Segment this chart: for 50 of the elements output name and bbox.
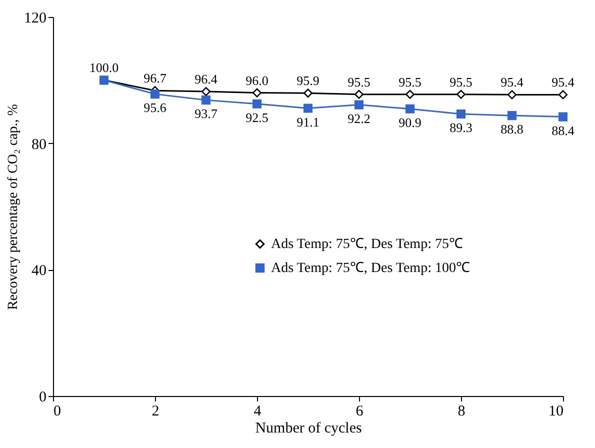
data-label: 93.7 bbox=[194, 106, 218, 122]
point bbox=[201, 96, 211, 105]
data-label: 96.7 bbox=[144, 70, 167, 86]
data-label: 95.9 bbox=[296, 73, 320, 88]
point bbox=[456, 109, 466, 118]
point bbox=[252, 88, 262, 98]
data-label: 89.3 bbox=[450, 120, 472, 135]
point bbox=[558, 90, 568, 100]
point bbox=[303, 88, 313, 98]
y-tick-label: 40 bbox=[32, 263, 46, 280]
x-tick-label: 0 bbox=[54, 404, 61, 420]
data-label: 88.8 bbox=[500, 122, 524, 137]
data-label: 92.5 bbox=[246, 110, 268, 125]
x-axis-title: Number of cycles bbox=[255, 420, 362, 436]
x-tick-label: 10 bbox=[548, 404, 564, 420]
legend-label: Ads Temp: 75℃, Des Temp: 75℃ bbox=[271, 237, 463, 252]
point bbox=[405, 104, 415, 114]
point bbox=[354, 100, 364, 110]
x-tick-label: 6 bbox=[356, 404, 364, 420]
data-label: 91.1 bbox=[296, 114, 320, 130]
point bbox=[456, 90, 466, 99]
x-tick-label: 8 bbox=[458, 404, 466, 420]
x-tick-label: 4 bbox=[254, 404, 262, 420]
y-axis-title: Recovery percentage of CO₂ cap., % bbox=[6, 104, 21, 310]
data-label: 95.4 bbox=[500, 74, 524, 90]
point bbox=[303, 104, 313, 113]
data-label: 96.4 bbox=[194, 72, 218, 87]
x-tick-label: 2 bbox=[152, 404, 160, 420]
point bbox=[150, 90, 160, 99]
y-tick-label: 80 bbox=[32, 136, 46, 153]
data-label: 100.0 bbox=[89, 60, 119, 76]
data-label: 95.5 bbox=[398, 74, 422, 90]
data-label: 92.2 bbox=[348, 110, 370, 126]
point bbox=[201, 87, 211, 96]
point bbox=[405, 90, 415, 99]
data-label: 88.4 bbox=[552, 122, 575, 138]
point bbox=[354, 90, 364, 99]
data-label: 95.6 bbox=[144, 100, 167, 116]
data-label: 95.5 bbox=[450, 74, 472, 90]
point bbox=[507, 90, 517, 100]
data-label: 90.9 bbox=[398, 114, 422, 130]
point bbox=[252, 99, 262, 108]
legend-label: Ads Temp: 75℃, Des Temp: 100℃ bbox=[271, 261, 470, 276]
y-tick-label: 0 bbox=[39, 390, 46, 406]
point bbox=[507, 111, 517, 120]
y-tick-label: 120 bbox=[24, 10, 46, 26]
data-label: 95.5 bbox=[348, 74, 370, 90]
data-label: 96.0 bbox=[246, 72, 268, 88]
data-label: 95.4 bbox=[552, 74, 575, 90]
point bbox=[558, 112, 568, 122]
